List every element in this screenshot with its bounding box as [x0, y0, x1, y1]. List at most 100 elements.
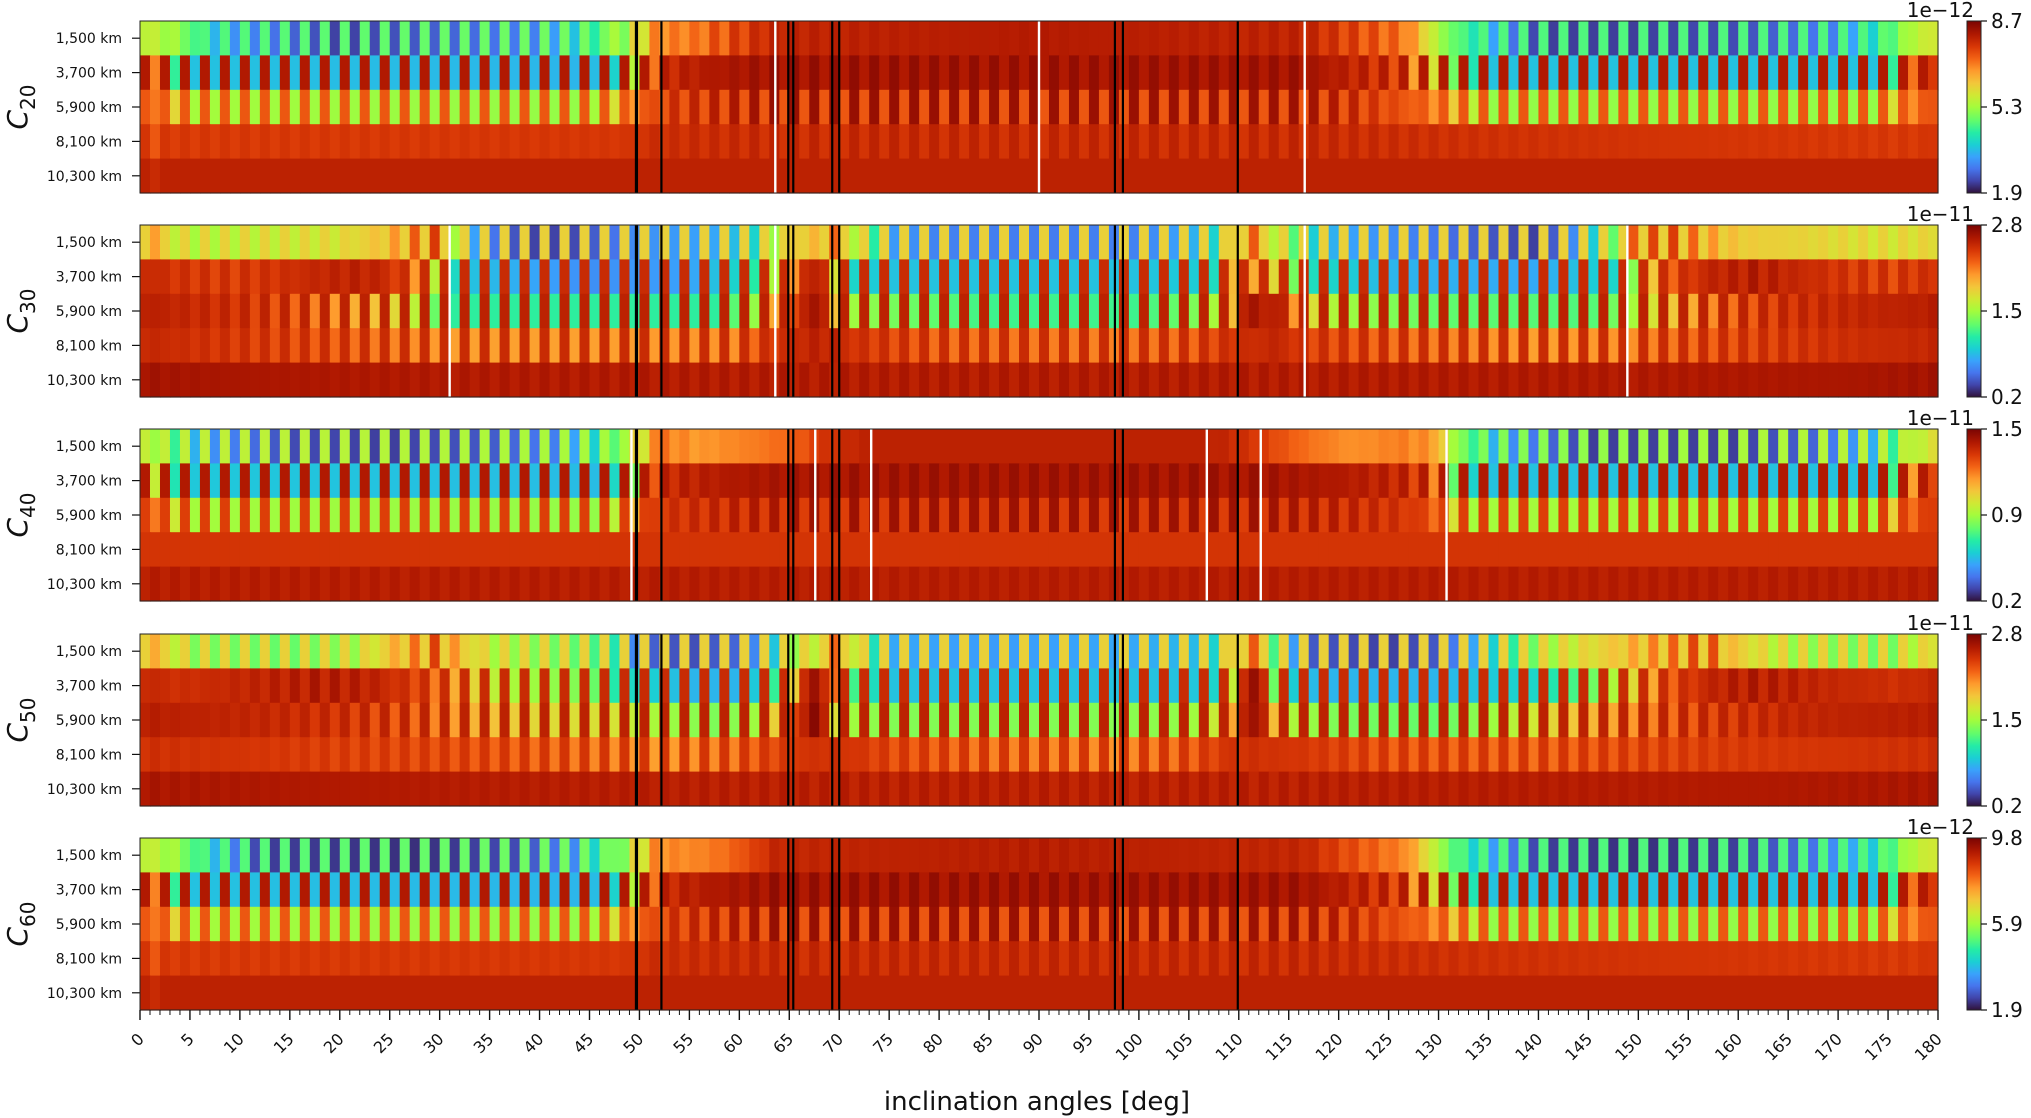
heatmap-cell [819, 566, 830, 602]
heatmap-cell [659, 566, 671, 602]
row-label: 10,300 km [47, 577, 122, 593]
heatmap-cell [1718, 429, 1729, 464]
heatmap-cell [1178, 158, 1190, 194]
heatmap-cell [649, 362, 661, 398]
heatmap-cell [1868, 124, 1879, 160]
heatmap-cell [1598, 906, 1609, 942]
heatmap-cell [609, 668, 621, 704]
heatmap-cell [1009, 975, 1020, 1011]
heatmap-cell [1029, 225, 1040, 260]
heatmap-cell [1288, 566, 1300, 602]
heatmap-cell [269, 497, 281, 533]
heatmap-cell [1518, 429, 1530, 464]
heatmap-cell [439, 838, 451, 873]
heatmap-cell [1598, 702, 1609, 738]
heatmap-cell [1368, 259, 1380, 295]
heatmap-cell [309, 124, 321, 160]
heatmap-cell [1418, 429, 1430, 464]
heatmap-cell [1088, 259, 1100, 295]
heatmap-cell [1838, 158, 1849, 194]
heatmap-cell [1009, 668, 1020, 704]
heatmap-cell [1428, 566, 1440, 602]
heatmap-cell [239, 55, 251, 91]
heatmap-cell [1548, 429, 1560, 464]
heatmap-cell [489, 328, 501, 364]
heatmap-cell [169, 328, 181, 364]
heatmap-cell [329, 362, 341, 398]
heatmap-cell [1548, 463, 1560, 499]
heatmap-cell [429, 771, 441, 807]
heatmap-cell [1678, 328, 1689, 364]
heatmap-cell [1608, 225, 1619, 260]
heatmap-cell [319, 975, 331, 1011]
heatmap-cell [1818, 532, 1829, 568]
heatmap-cell [269, 668, 281, 704]
heatmap-cell [1019, 124, 1030, 160]
heatmap-cell [1178, 463, 1190, 499]
heatmap-cell [629, 55, 641, 91]
heatmap-cell [259, 89, 271, 125]
heatmap-cell [269, 634, 281, 669]
heatmap-cell [389, 737, 401, 773]
heatmap-cell [1118, 55, 1130, 91]
heatmap-cell [779, 634, 790, 669]
heatmap-cell [1718, 668, 1729, 704]
heatmap-cell [459, 293, 471, 329]
heatmap-cell [1778, 566, 1789, 602]
heatmap-cell [1218, 89, 1230, 125]
heatmap-cell [729, 771, 740, 807]
heatmap-cell [1648, 124, 1659, 160]
heatmap-cell [1048, 838, 1060, 873]
heatmap-cell [339, 124, 351, 160]
heatmap-cell [779, 702, 790, 738]
heatmap-cell [839, 293, 850, 329]
heatmap-cell [1738, 225, 1749, 260]
heatmap-cell [1588, 328, 1599, 364]
heatmap-cell [659, 124, 671, 160]
heatmap-cell [1088, 532, 1100, 568]
heatmap-cell [469, 975, 481, 1011]
heatmap-cell [1088, 906, 1100, 942]
heatmap-cell [1198, 737, 1210, 773]
heatmap-cell [1898, 737, 1909, 773]
heatmap-cell [479, 429, 491, 464]
heatmap-cell [409, 941, 421, 977]
heatmap-cell [1258, 702, 1270, 738]
heatmap-cell [929, 158, 940, 194]
heatmap-cell [199, 975, 211, 1011]
heatmap-cell [969, 429, 980, 464]
heatmap-cell [1798, 771, 1809, 807]
heatmap-cell [1078, 941, 1090, 977]
heatmap-cell [189, 158, 201, 194]
heatmap-cell [1198, 328, 1210, 364]
heatmap-cell [529, 328, 541, 364]
heatmap-cell [1408, 21, 1420, 56]
heatmap-cell [1308, 668, 1320, 704]
heatmap-cell [1398, 566, 1410, 602]
heatmap-cell [1338, 362, 1350, 398]
heatmap-cell [1908, 532, 1919, 568]
heatmap-cell [289, 21, 301, 56]
heatmap-cell [619, 634, 631, 669]
heatmap-cell [859, 328, 870, 364]
heatmap-cell [939, 55, 950, 91]
heatmap-cell [1648, 668, 1659, 704]
heatmap-cell [1438, 362, 1450, 398]
heatmap-cell [1029, 634, 1040, 669]
heatmap-cell [399, 55, 411, 91]
heatmap-cell [589, 21, 601, 56]
heatmap-cell [1029, 566, 1040, 602]
heatmap-cell [1178, 838, 1190, 873]
heatmap-cell [159, 497, 171, 533]
heatmap-cell [1088, 21, 1100, 56]
heatmap-cell [889, 55, 900, 91]
heatmap-cell [1218, 566, 1230, 602]
heatmap-cell [1308, 293, 1320, 329]
heatmap-cell [319, 566, 331, 602]
heatmap-cell [1368, 293, 1380, 329]
heatmap-cell [749, 634, 760, 669]
heatmap-cell [809, 158, 820, 194]
heatmap-cell [979, 21, 990, 56]
heatmap-cell [309, 771, 321, 807]
heatmap-cell [1498, 566, 1510, 602]
